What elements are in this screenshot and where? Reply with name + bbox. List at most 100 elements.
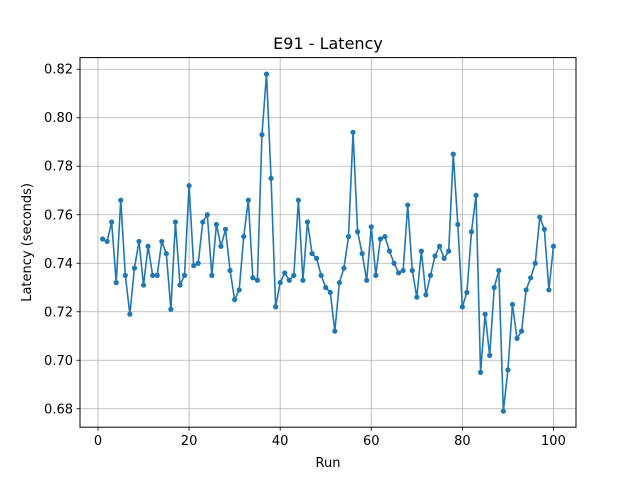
data-point bbox=[487, 352, 493, 359]
data-point bbox=[523, 287, 529, 293]
x-tick-label: 60 bbox=[363, 434, 380, 449]
data-point bbox=[282, 270, 288, 276]
data-point bbox=[195, 260, 201, 266]
data-point bbox=[145, 243, 151, 249]
y-tick-label: 0.82 bbox=[44, 63, 73, 78]
data-point bbox=[514, 335, 520, 342]
data-point bbox=[186, 183, 192, 189]
data-point bbox=[377, 236, 383, 242]
data-point bbox=[409, 267, 415, 274]
data-point bbox=[222, 226, 229, 232]
data-point bbox=[537, 214, 543, 220]
x-tick-label: 80 bbox=[454, 434, 471, 449]
data-point bbox=[341, 265, 347, 271]
data-point bbox=[113, 280, 119, 286]
data-point bbox=[309, 250, 315, 257]
data-point bbox=[268, 175, 274, 181]
series-line bbox=[102, 73, 555, 412]
data-point bbox=[423, 292, 429, 298]
data-point bbox=[518, 328, 525, 334]
y-tick-label: 0.68 bbox=[44, 402, 73, 417]
y-tick-label: 0.80 bbox=[44, 111, 73, 126]
data-point bbox=[391, 260, 397, 266]
data-point bbox=[546, 287, 552, 293]
data-point bbox=[336, 280, 342, 286]
data-point bbox=[355, 229, 361, 235]
data-point bbox=[405, 202, 411, 208]
data-point bbox=[109, 219, 115, 225]
data-point bbox=[446, 248, 452, 254]
data-point bbox=[327, 289, 333, 295]
data-point bbox=[295, 197, 301, 203]
data-point bbox=[209, 272, 215, 278]
data-point bbox=[218, 243, 224, 249]
y-tick-label: 0.70 bbox=[44, 354, 73, 369]
y-tick-label: 0.78 bbox=[44, 160, 73, 175]
data-point bbox=[204, 212, 210, 218]
data-point bbox=[136, 238, 142, 245]
data-point bbox=[414, 294, 420, 300]
y-tick-label: 0.76 bbox=[44, 208, 73, 223]
data-point bbox=[177, 282, 183, 288]
data-point bbox=[468, 229, 475, 235]
data-point bbox=[227, 267, 233, 274]
data-point bbox=[459, 304, 465, 310]
data-point bbox=[464, 289, 470, 295]
data-point bbox=[350, 129, 356, 135]
y-tick-label: 0.74 bbox=[44, 257, 73, 272]
data-point bbox=[245, 197, 251, 203]
data-point bbox=[259, 132, 265, 138]
data-point bbox=[455, 221, 461, 228]
data-point bbox=[550, 243, 557, 249]
data-point bbox=[286, 277, 292, 283]
data-point bbox=[163, 250, 169, 257]
data-point bbox=[131, 265, 138, 271]
data-point bbox=[450, 151, 456, 157]
data-point bbox=[332, 328, 338, 334]
data-point bbox=[528, 275, 534, 281]
x-tick-label: 100 bbox=[541, 434, 566, 449]
data-point bbox=[373, 272, 379, 278]
data-point bbox=[191, 263, 197, 269]
data-point bbox=[200, 219, 206, 225]
data-point bbox=[277, 280, 283, 286]
data-point bbox=[364, 277, 370, 283]
data-point bbox=[436, 243, 443, 249]
data-point bbox=[477, 369, 484, 375]
data-point bbox=[213, 221, 220, 228]
y-axis-label: Latency (seconds) bbox=[20, 183, 35, 302]
data-point bbox=[273, 304, 279, 310]
data-point bbox=[99, 236, 106, 242]
data-point bbox=[250, 275, 256, 281]
data-point bbox=[159, 238, 165, 245]
data-point bbox=[473, 192, 479, 198]
data-point bbox=[509, 301, 516, 308]
data-point bbox=[168, 306, 174, 312]
y-axis-ticks: 0.68 0.70 0.72 0.74 0.76 0.78 0.80 0.82 bbox=[44, 63, 80, 417]
x-axis-ticks: 0 20 40 60 80 100 bbox=[94, 427, 566, 449]
data-point bbox=[232, 297, 238, 303]
data-point bbox=[368, 224, 374, 230]
data-point bbox=[122, 272, 128, 278]
data-point bbox=[118, 197, 124, 203]
data-point bbox=[127, 311, 133, 317]
data-point bbox=[400, 267, 406, 274]
data-point bbox=[532, 260, 538, 266]
data-point bbox=[432, 253, 438, 259]
plot-frame bbox=[79, 57, 577, 428]
data-point bbox=[304, 219, 311, 225]
data-point bbox=[496, 267, 502, 274]
data-point bbox=[491, 284, 497, 291]
y-tick-label: 0.72 bbox=[44, 305, 73, 320]
data-point bbox=[396, 270, 402, 276]
data-point bbox=[345, 233, 352, 240]
data-point bbox=[359, 250, 365, 257]
data-point bbox=[314, 255, 320, 262]
data-point bbox=[181, 272, 188, 278]
data-point bbox=[104, 238, 110, 245]
x-tick-label: 0 bbox=[94, 434, 102, 449]
data-point bbox=[140, 282, 147, 288]
data-point bbox=[172, 219, 179, 225]
